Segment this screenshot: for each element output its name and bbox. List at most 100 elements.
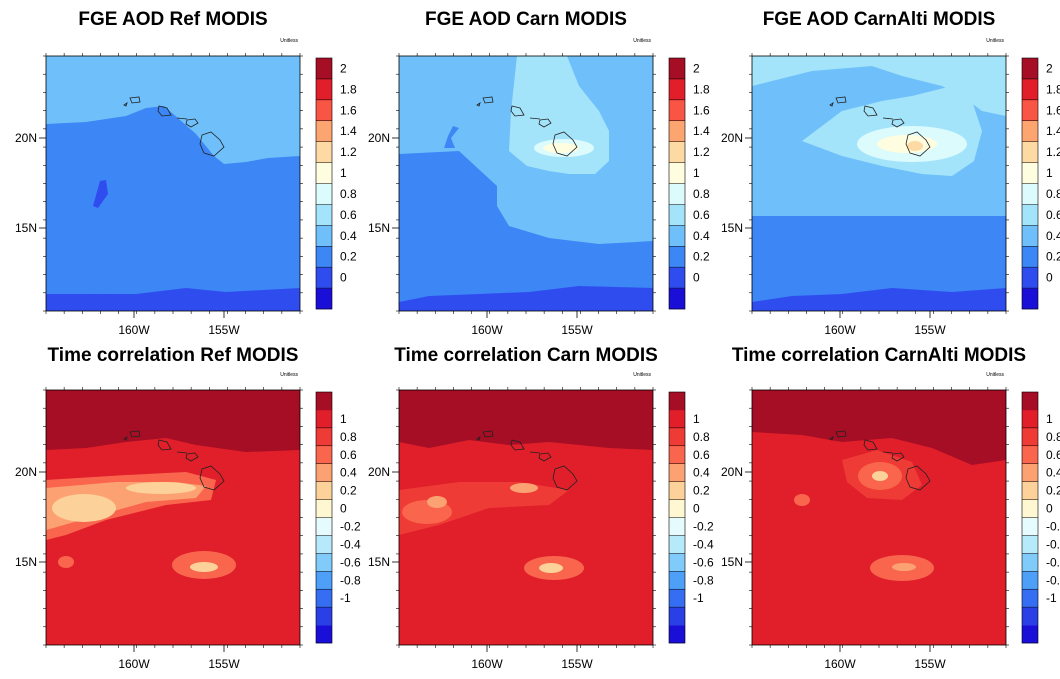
colorbar-label: 0.8 <box>693 430 710 444</box>
colorbar-label: 0.8 <box>340 430 357 444</box>
colorbar-label: 0 <box>1046 271 1053 285</box>
colorbar-label: 1.4 <box>1046 124 1060 138</box>
colorbar-label: 0.4 <box>340 466 357 480</box>
colorbar-swatch <box>1022 225 1038 247</box>
panel-title: FGE AOD Ref MODIS <box>78 9 267 30</box>
colorbar-swatch <box>316 571 332 590</box>
x-tick-label: 160W <box>471 657 503 671</box>
colorbar-label: -0.8 <box>340 573 361 587</box>
colorbar-swatch <box>669 499 685 518</box>
field-contour <box>58 556 74 568</box>
units-label: Unitless <box>633 372 651 378</box>
colorbar-swatch <box>669 162 685 184</box>
colorbar-label: 0.8 <box>340 187 357 201</box>
colorbar-swatch <box>1022 204 1038 226</box>
colorbar-label: 2 <box>1046 61 1053 75</box>
colorbar-label: 1 <box>1046 412 1053 426</box>
colorbar-label: -1 <box>1046 591 1057 605</box>
field-contour <box>907 141 923 151</box>
colorbar-swatch <box>316 78 332 101</box>
colorbar-label: 1.6 <box>693 103 710 117</box>
colorbar-label: 0.8 <box>1046 187 1060 201</box>
colorbar-swatch <box>1022 78 1038 101</box>
colorbar-swatch <box>316 589 332 608</box>
map-panel: 160W 155W 20N 15N <box>15 387 303 671</box>
colorbar-label: 0.8 <box>1046 430 1060 444</box>
field-contour <box>872 471 888 481</box>
field-contour <box>794 494 810 506</box>
map-panel: 160W 155W 20N 15N <box>721 53 1009 337</box>
colorbar-swatch <box>316 445 332 465</box>
colorbar-swatch <box>316 392 332 411</box>
colorbar-swatch <box>1022 392 1038 411</box>
y-tick-label: 15N <box>368 555 390 569</box>
colorbar-swatch <box>316 225 332 247</box>
colorbar-label: -0.8 <box>693 573 714 587</box>
map-panel: 160W 155W 20N 15N <box>368 387 656 671</box>
field-contour <box>46 288 300 311</box>
colorbar-label: -0.4 <box>1046 537 1060 551</box>
field-contour <box>752 390 1006 465</box>
colorbar: 2 1.8 1.6 1.4 1.2 1 0.8 0.6 0.4 0.2 0 <box>315 57 357 310</box>
y-tick-label: 15N <box>721 555 743 569</box>
colorbar-swatch <box>669 427 685 447</box>
colorbar-swatch <box>669 120 685 142</box>
colorbar-label: 0.4 <box>693 466 710 480</box>
field-contour <box>543 143 579 153</box>
colorbar-swatch <box>669 225 685 247</box>
panel-title: Time correlation Ref MODIS <box>48 345 299 366</box>
colorbar-label: 0.4 <box>1046 466 1060 480</box>
units-label: Unitless <box>633 38 651 44</box>
colorbar-swatch <box>1022 427 1038 447</box>
colorbar-swatch <box>669 625 685 644</box>
x-tick-label: 160W <box>824 323 856 337</box>
colorbar-swatch <box>669 607 685 626</box>
colorbar-label: 0.4 <box>340 229 357 243</box>
colorbar-label: 1.2 <box>340 145 357 159</box>
colorbar-label: 0.2 <box>1046 250 1060 264</box>
colorbar-swatch <box>316 246 332 268</box>
x-tick-label: 160W <box>118 657 150 671</box>
colorbar-label: -1 <box>340 591 351 605</box>
x-tick-label: 155W <box>208 657 240 671</box>
colorbar-label: 1.6 <box>340 103 357 117</box>
units-label: Unitless <box>280 372 298 378</box>
x-tick-label: 155W <box>914 323 946 337</box>
colorbar-label: -0.2 <box>340 519 361 533</box>
colorbar-swatch <box>669 246 685 268</box>
y-tick-label: 20N <box>15 131 37 145</box>
colorbar-label: 1 <box>340 166 347 180</box>
colorbar-label: 1.6 <box>1046 103 1060 117</box>
colorbar-swatch <box>316 499 332 518</box>
colorbar-swatch <box>1022 162 1038 184</box>
x-tick-label: 155W <box>208 323 240 337</box>
colorbar-swatch <box>669 141 685 163</box>
units-label: Unitless <box>986 38 1004 44</box>
colorbar-label: 0 <box>340 271 347 285</box>
colorbar-swatch <box>316 481 332 500</box>
colorbar-swatch <box>316 463 332 482</box>
y-tick-label: 15N <box>15 221 37 235</box>
colorbar-label: -0.6 <box>1046 555 1060 569</box>
colorbar-label: 1.8 <box>693 82 710 96</box>
colorbar-swatch <box>316 517 332 536</box>
colorbar-label: 2 <box>340 61 347 75</box>
field-contour <box>93 180 108 208</box>
y-tick-label: 20N <box>721 465 743 479</box>
colorbar-swatch <box>316 535 332 554</box>
units-label: Unitless <box>280 38 298 44</box>
colorbar-swatch <box>316 625 332 644</box>
colorbar-swatch <box>316 553 332 572</box>
colorbar-swatch <box>1022 625 1038 644</box>
colorbar-label: 0.2 <box>693 250 710 264</box>
colorbar-label: 0.6 <box>340 448 357 462</box>
map-panel: 160W 155W 20N 15N <box>368 53 656 337</box>
colorbar-swatch <box>316 427 332 447</box>
field-contour <box>752 288 1006 311</box>
colorbar: 1 0.8 0.6 0.4 0.2 0 -0.2 -0.4 -0.6 -0.8 -1 <box>668 391 714 644</box>
colorbar-label: 1 <box>340 412 347 426</box>
colorbar-swatch <box>669 553 685 572</box>
field-contour <box>399 390 653 450</box>
panel-title: Time correlation CarnAlti MODIS <box>732 345 1026 366</box>
colorbar-swatch <box>316 204 332 226</box>
